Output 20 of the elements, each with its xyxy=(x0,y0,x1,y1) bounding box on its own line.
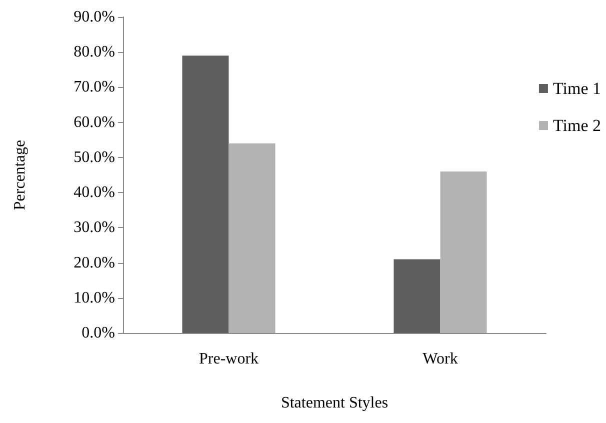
y-axis-title: Percentage xyxy=(12,140,28,210)
bar xyxy=(440,171,487,333)
bar xyxy=(182,56,229,333)
x-tick-label: Pre-work xyxy=(198,350,259,368)
bar xyxy=(228,143,276,333)
legend-label: Time 2 xyxy=(552,116,602,135)
y-tick-label: 40.0% xyxy=(74,184,115,202)
y-tick-label: 20.0% xyxy=(74,254,115,272)
legend-label: Time 1 xyxy=(552,79,602,98)
y-tick-label: 60.0% xyxy=(74,114,115,131)
y-tick-label: 10.0% xyxy=(74,289,115,306)
y-tick-label: 70.0% xyxy=(74,78,115,96)
y-tick-label: 50.0% xyxy=(74,148,115,166)
y-tick-label: 0.0% xyxy=(82,324,115,342)
y-tick-label: 80.0% xyxy=(74,44,115,61)
y-tick-label: 30.0% xyxy=(74,219,115,236)
x-axis-title: Statement Styles xyxy=(280,394,388,412)
y-tick-label: 90.0% xyxy=(74,8,115,26)
x-tick-label: Work xyxy=(422,350,458,368)
bar xyxy=(394,259,440,333)
